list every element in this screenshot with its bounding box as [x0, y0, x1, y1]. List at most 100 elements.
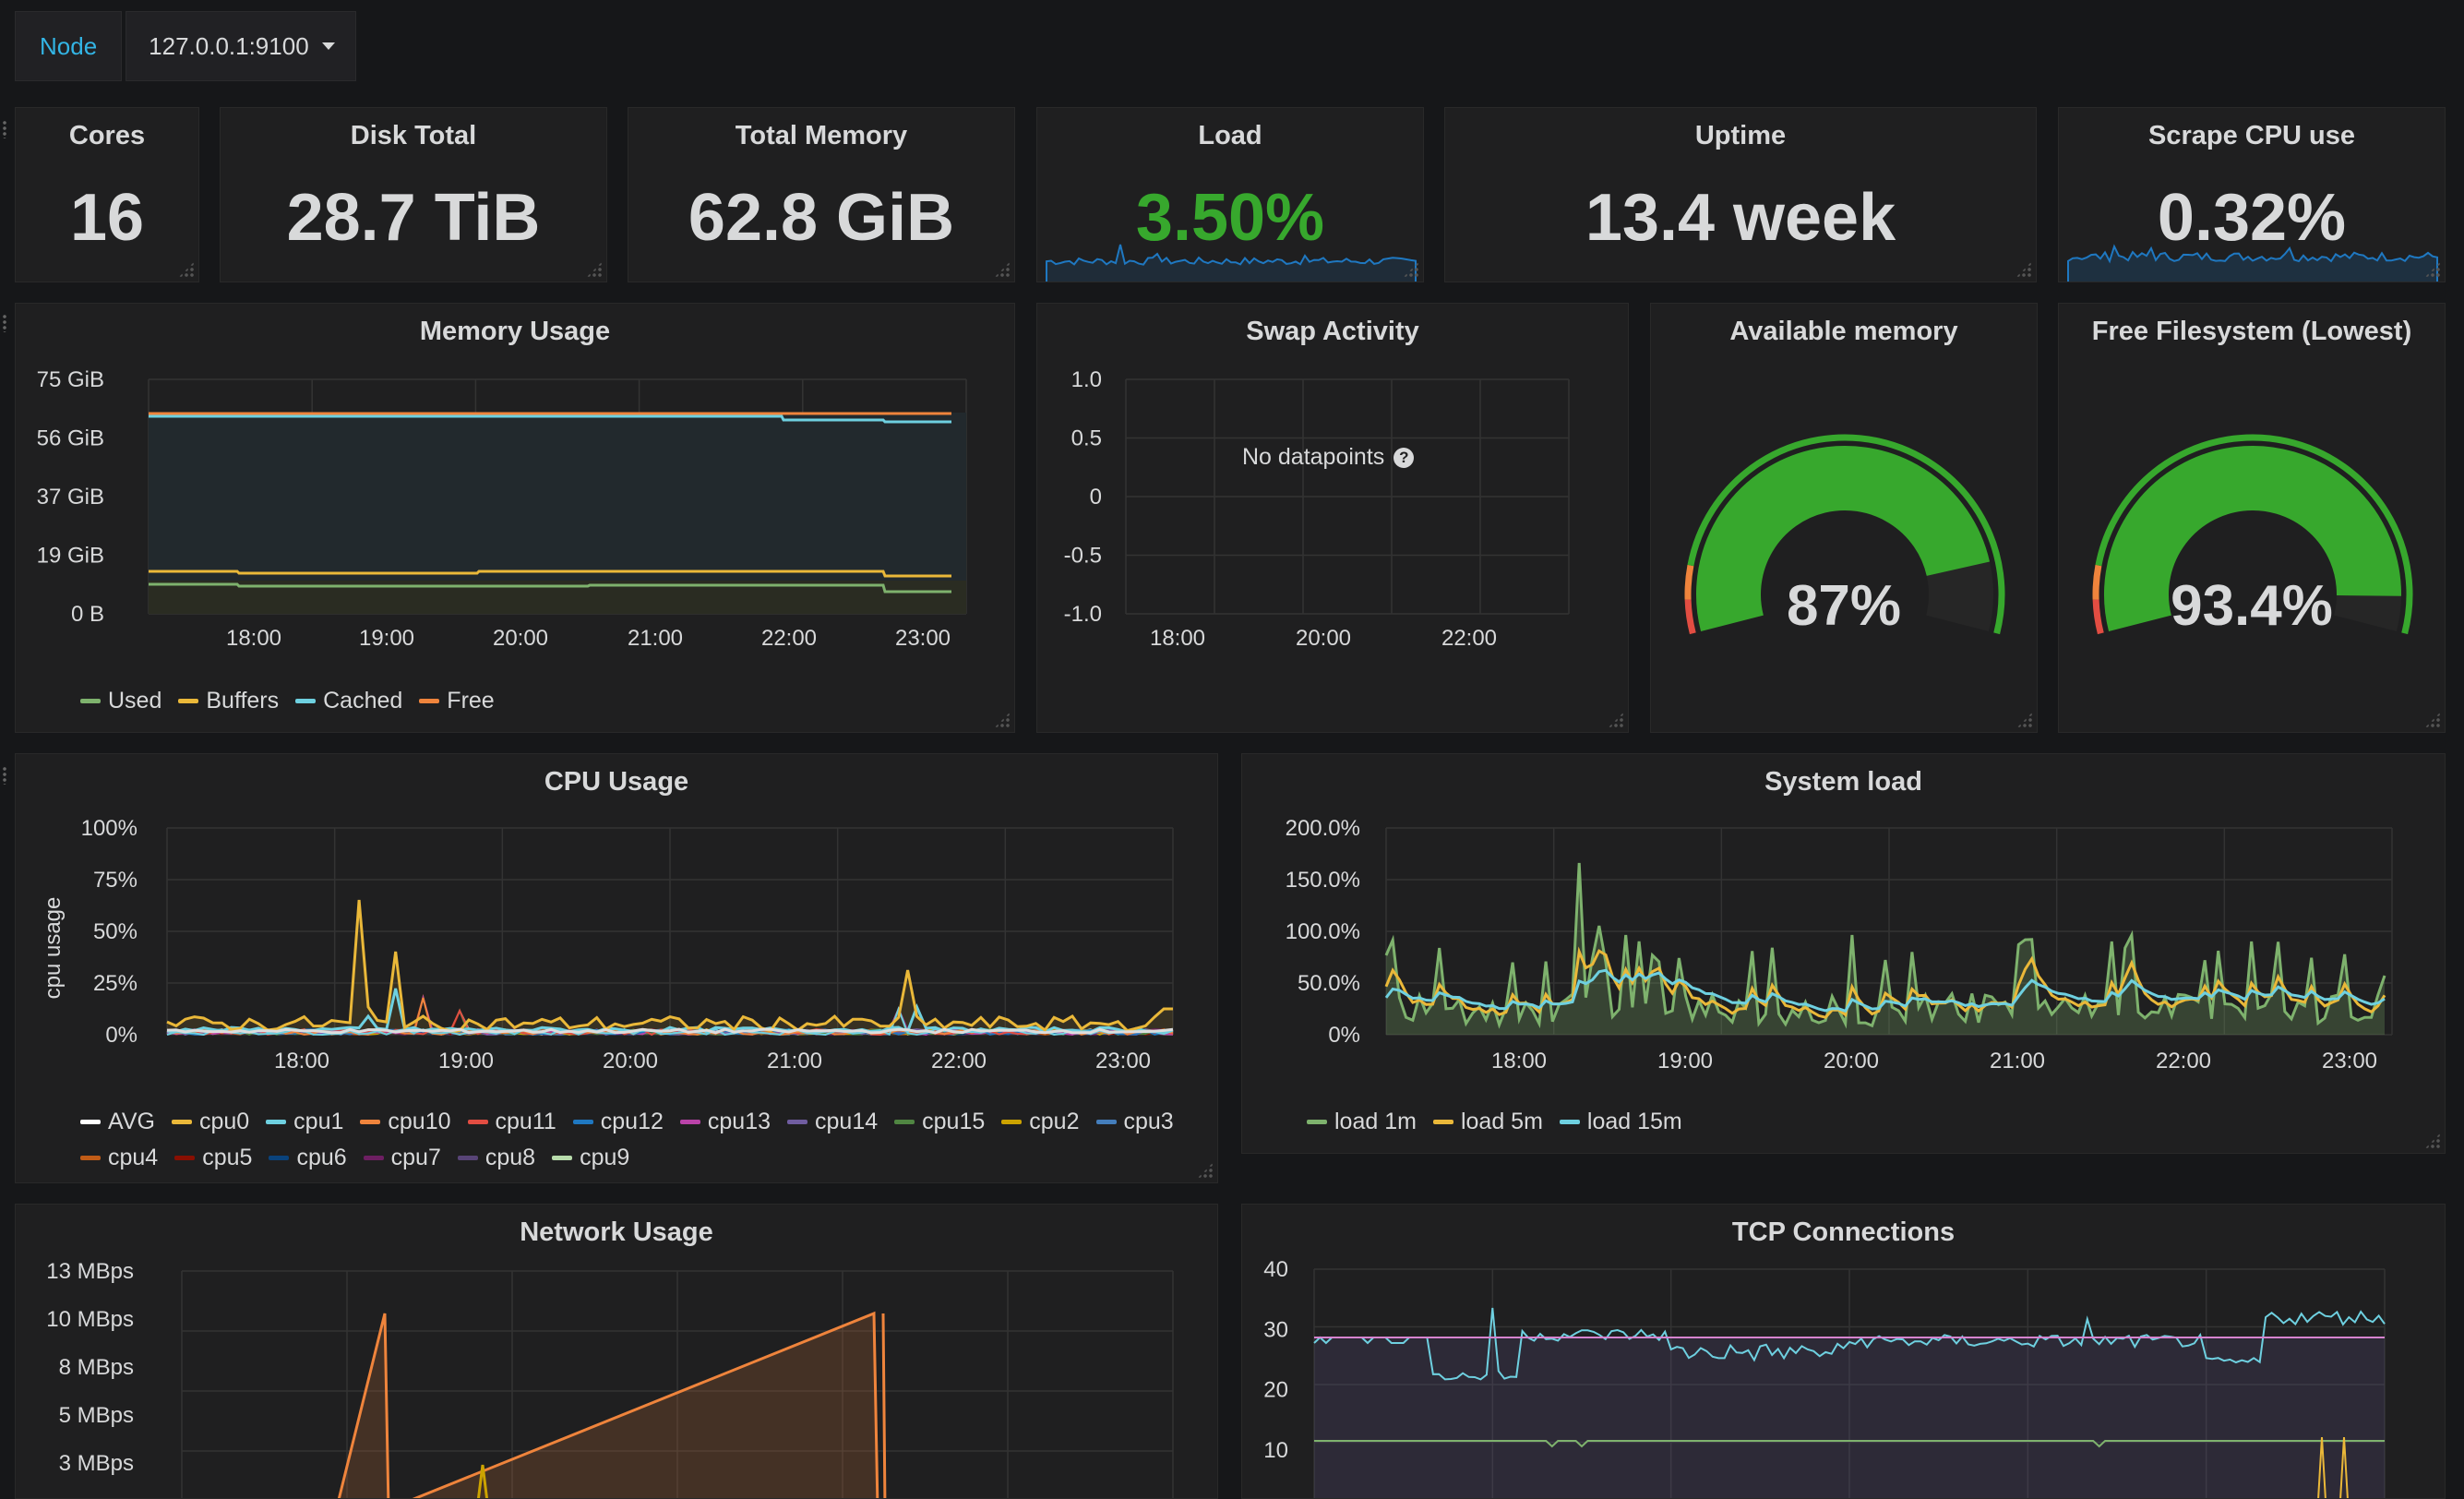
graph-panel-network-usage[interactable]: Network Usage 13 MBps 10 MBps 8 MBps 5 MBps… — [15, 1204, 1218, 1499]
legend-item[interactable]: cpu13 — [679, 1109, 771, 1135]
legend-item[interactable]: cpu11 — [467, 1109, 556, 1135]
series-line-tcp-other — [2317, 1436, 2349, 1498]
legend-swatch — [80, 1120, 101, 1124]
legend-item[interactable]: Cached — [295, 688, 402, 714]
x-tick-label: 22:00 — [761, 626, 817, 651]
x-tick-label: 20:00 — [1824, 1049, 1879, 1073]
gauge-panel-available-memory[interactable]: Available memory 87% — [1650, 303, 2038, 733]
legend-item[interactable]: cpu3 — [1095, 1109, 1174, 1135]
y-tick-label: 10 — [1263, 1438, 1288, 1463]
available-memory-gauge — [1684, 434, 2005, 635]
legend-item[interactable]: cpu8 — [457, 1145, 536, 1171]
legend-item[interactable]: cpu7 — [363, 1145, 441, 1171]
series-line-load-1m — [1384, 862, 2386, 1029]
panel-resize-handle[interactable] — [2015, 261, 2032, 278]
legend-item[interactable]: cpu12 — [572, 1109, 664, 1135]
legend-item[interactable]: cpu6 — [269, 1145, 347, 1171]
legend-label: load 5m — [1460, 1109, 1543, 1134]
y-tick-label: 50.0% — [1298, 971, 1360, 996]
stat-panel-scrape-cpu[interactable]: Scrape CPU use 0.32% — [2058, 107, 2446, 282]
legend-item[interactable]: cpu14 — [787, 1109, 878, 1135]
panel-resize-handle[interactable] — [586, 261, 603, 278]
gauge-value: 93.4% — [2171, 574, 2333, 638]
legend-item[interactable]: cpu5 — [174, 1145, 252, 1171]
row-drag-handle[interactable] — [2, 766, 7, 785]
gauge-threshold-green — [2095, 434, 2413, 635]
legend-item[interactable]: AVG — [80, 1109, 155, 1135]
memory-area-fill — [149, 413, 966, 614]
x-tick-label: 23:00 — [895, 626, 951, 651]
y-tick-label: 75 GiB — [37, 367, 104, 392]
legend-item[interactable]: load 5m — [1432, 1109, 1543, 1135]
stat-value: 0.32% — [2157, 181, 2347, 255]
y-tick-label: 200.0% — [1286, 816, 1360, 841]
legend-label: cpu1 — [293, 1109, 344, 1134]
panel-title: Free Filesystem (Lowest) — [2091, 317, 2412, 346]
legend-label: cpu10 — [388, 1109, 451, 1134]
legend-label: cpu7 — [390, 1145, 441, 1170]
x-tick-label: 21:00 — [1990, 1049, 2045, 1073]
legend-swatch — [178, 699, 199, 703]
y-tick-label: 25% — [93, 971, 138, 996]
legend-item[interactable]: Buffers — [178, 688, 279, 714]
legend-label: load 15m — [1586, 1109, 1682, 1134]
series-line-tcp-timewait — [1314, 1440, 2385, 1448]
legend-item[interactable]: Free — [419, 688, 495, 714]
stat-panel-uptime[interactable]: Uptime 13.4 week — [1444, 107, 2037, 282]
legend-label: cpu14 — [815, 1109, 879, 1134]
legend-swatch — [552, 1156, 573, 1160]
stat-panel-load[interactable]: Load 3.50% — [1036, 107, 1424, 282]
legend-label: cpu11 — [495, 1109, 556, 1134]
scrape-cpu-sparkline — [2067, 244, 2438, 282]
panel-title: TCP Connections — [1731, 1217, 1956, 1247]
y-tick-label: 0 — [1090, 485, 1102, 510]
legend-item[interactable]: Used — [80, 688, 161, 714]
gauge-panel-free-filesystem[interactable]: Free Filesystem (Lowest) 93.4% — [2058, 303, 2446, 733]
x-tick-label: 18:00 — [1150, 626, 1205, 651]
y-tick-label: 0.5 — [1071, 426, 1102, 451]
x-tick-label: 23:00 — [2322, 1049, 2377, 1073]
stat-panel-cores[interactable]: Cores 16 — [15, 107, 199, 282]
legend-item[interactable]: cpu15 — [894, 1109, 985, 1135]
x-tick-label: 22:00 — [931, 1049, 987, 1073]
legend-swatch — [787, 1120, 808, 1124]
y-tick-label: 5 MBps — [59, 1403, 134, 1428]
panel-title: Load — [1198, 121, 1262, 150]
graph-panel-cpu-usage[interactable]: CPU Usage cpu usage 100% 75% 50% 25% 0% 18:00… — [15, 753, 1218, 1183]
legend-swatch — [467, 1120, 488, 1124]
graph-panel-swap-activity[interactable]: Swap Activity 1.0 0.5 0 -0.5 -1.0 18:00 20:00 2… — [1036, 303, 1629, 733]
stat-value: 28.7 TiB — [286, 181, 541, 255]
legend-item[interactable]: cpu1 — [266, 1109, 343, 1135]
legend-item[interactable]: cpu0 — [171, 1109, 249, 1135]
stat-panel-total-memory[interactable]: Total Memory 62.8 GiB — [628, 107, 1015, 282]
panel-resize-handle[interactable] — [178, 261, 195, 278]
graph-panel-tcp-connections[interactable]: TCP Connections 40 30 20 10 — [1241, 1204, 2446, 1499]
legend-item[interactable]: load 1m — [1307, 1109, 1417, 1135]
legend-item[interactable]: load 15m — [1559, 1109, 1682, 1135]
legend-label: Used — [108, 688, 162, 714]
legend-label: cpu8 — [484, 1145, 536, 1170]
panel-resize-handle[interactable] — [994, 261, 1011, 278]
y-tick-label: 75% — [93, 868, 138, 893]
x-tick-label: 22:00 — [1441, 626, 1497, 651]
graph-panel-memory-usage[interactable]: Memory Usage 75 GiB 56 GiB 37 GiB 19 GiB 0 B… — [15, 303, 1015, 733]
panel-title: Uptime — [1694, 121, 1787, 150]
legend-swatch — [363, 1156, 384, 1160]
legend-item[interactable]: cpu4 — [80, 1145, 158, 1171]
stat-value: 3.50% — [1135, 181, 1325, 255]
caret-down-icon — [321, 42, 335, 50]
legend-item[interactable]: cpu10 — [360, 1109, 451, 1135]
legend-swatch — [679, 1120, 700, 1124]
graph-panel-system-load[interactable]: System load 200.0% 150.0% 100.0% 50.0% 0% 18:… — [1241, 753, 2446, 1154]
stat-panel-disk-total[interactable]: Disk Total 28.7 TiB — [220, 107, 607, 282]
row-drag-handle[interactable] — [2, 314, 7, 332]
question-circle-icon[interactable]: ? — [1393, 447, 1415, 468]
legend-swatch — [1559, 1120, 1580, 1124]
node-select-dropdown[interactable]: 127.0.0.1:9100 — [126, 11, 356, 81]
row-drag-handle[interactable] — [2, 120, 7, 138]
legend-label: cpu13 — [707, 1109, 771, 1134]
y-tick-label: 30 — [1263, 1317, 1288, 1342]
legend-item[interactable]: cpu9 — [552, 1145, 629, 1171]
legend-item[interactable]: cpu2 — [1001, 1109, 1080, 1135]
y-tick-label: 0% — [1328, 1023, 1360, 1048]
